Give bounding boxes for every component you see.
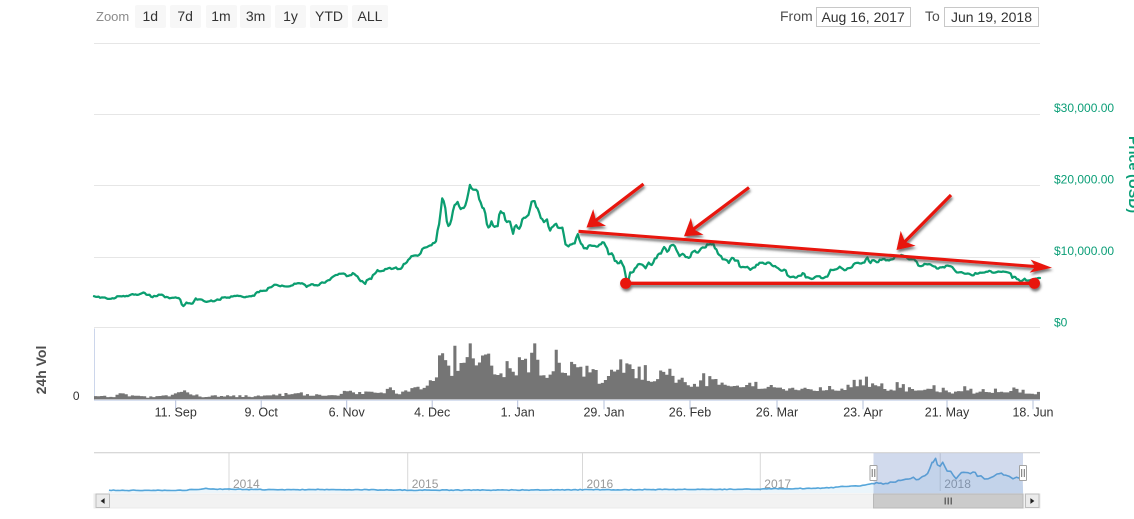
svg-text:Price (USD): Price (USD) xyxy=(1126,136,1134,213)
svg-text:$20,000.00: $20,000.00 xyxy=(1054,172,1114,186)
svg-text:18. Jun: 18. Jun xyxy=(1012,406,1053,420)
svg-text:2017: 2017 xyxy=(764,477,791,491)
svg-text:26. Mar: 26. Mar xyxy=(756,406,798,420)
svg-text:21. May: 21. May xyxy=(925,406,970,420)
svg-text:24h Vol: 24h Vol xyxy=(33,346,49,395)
svg-text:2015: 2015 xyxy=(412,477,439,491)
svg-text:$0: $0 xyxy=(1054,315,1068,329)
svg-text:26. Feb: 26. Feb xyxy=(669,406,711,420)
svg-text:2018: 2018 xyxy=(944,477,971,491)
svg-text:29. Jan: 29. Jan xyxy=(583,406,624,420)
svg-text:$10,000.00: $10,000.00 xyxy=(1054,244,1114,258)
svg-text:1. Jan: 1. Jan xyxy=(501,406,535,420)
svg-text:23. Apr: 23. Apr xyxy=(843,406,883,420)
svg-text:$30,000.00: $30,000.00 xyxy=(1054,101,1114,115)
svg-text:11. Sep: 11. Sep xyxy=(155,406,197,420)
svg-text:4. Dec: 4. Dec xyxy=(414,406,450,420)
svg-text:9. Oct: 9. Oct xyxy=(245,406,279,420)
svg-text:6. Nov: 6. Nov xyxy=(329,406,366,420)
svg-text:0: 0 xyxy=(73,389,80,403)
svg-text:2014: 2014 xyxy=(233,477,260,491)
svg-text:2016: 2016 xyxy=(587,477,614,491)
